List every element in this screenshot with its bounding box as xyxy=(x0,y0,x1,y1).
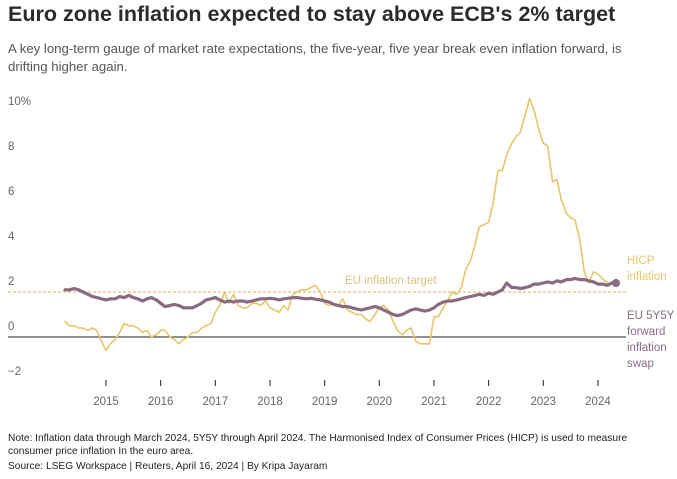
y-tick-label: 10% xyxy=(8,96,31,108)
y-tick-label: 8 xyxy=(8,141,14,153)
y-tick-label: −2 xyxy=(8,366,21,378)
y-tick-label: 4 xyxy=(8,231,15,243)
y-tick-label: 2 xyxy=(8,276,14,288)
y-tick-label: 6 xyxy=(8,186,14,198)
x-tick-label: 2020 xyxy=(367,396,393,408)
swap-end-marker xyxy=(612,279,620,287)
chart-source: Source: LSEG Workspace | Reuters, April … xyxy=(8,461,328,472)
y-tick-label: 0 xyxy=(8,321,14,333)
target-reference-label: EU inflation target xyxy=(345,275,437,287)
label-layer: 10% 8 6 4 2 0 −2 2015 2016 2017 2018 2019 2020 2021 20… xyxy=(8,96,675,408)
chart-note: Note: Inflation data through March 2024,… xyxy=(8,433,628,457)
hicp-line xyxy=(64,97,609,352)
legend-label-swap: EU 5Y5Y xyxy=(627,310,675,322)
legend-label-swap: forward xyxy=(627,326,665,338)
series-layer xyxy=(63,97,620,352)
reference-layer: EU inflation target xyxy=(8,275,626,293)
legend-label-swap: swap xyxy=(627,358,654,370)
grid-layer xyxy=(8,336,626,386)
x-tick-label: 2024 xyxy=(585,396,611,408)
x-tick-label: 2016 xyxy=(148,396,174,408)
x-tick-label: 2021 xyxy=(421,396,447,408)
swap-line xyxy=(63,276,618,318)
legend-label-hicp: HICP xyxy=(627,255,655,267)
chart-subtitle: A key long-term gauge of market rate exp… xyxy=(8,41,622,74)
legend-label-hicp: inflation xyxy=(627,271,667,283)
chart-title: Euro zone inflation expected to stay abo… xyxy=(8,2,616,26)
x-tick-label: 2018 xyxy=(257,396,283,408)
x-tick-label: 2015 xyxy=(93,396,119,408)
x-tick-label: 2019 xyxy=(312,396,338,408)
x-tick-label: 2022 xyxy=(476,396,502,408)
legend-label-swap: inflation xyxy=(627,342,667,354)
x-tick-label: 2017 xyxy=(203,396,229,408)
inflation-line-chart: EU inflation target 10% 8 6 4 2 0 −2 2015 2016 20… xyxy=(8,96,675,408)
x-tick-label: 2023 xyxy=(531,396,557,408)
